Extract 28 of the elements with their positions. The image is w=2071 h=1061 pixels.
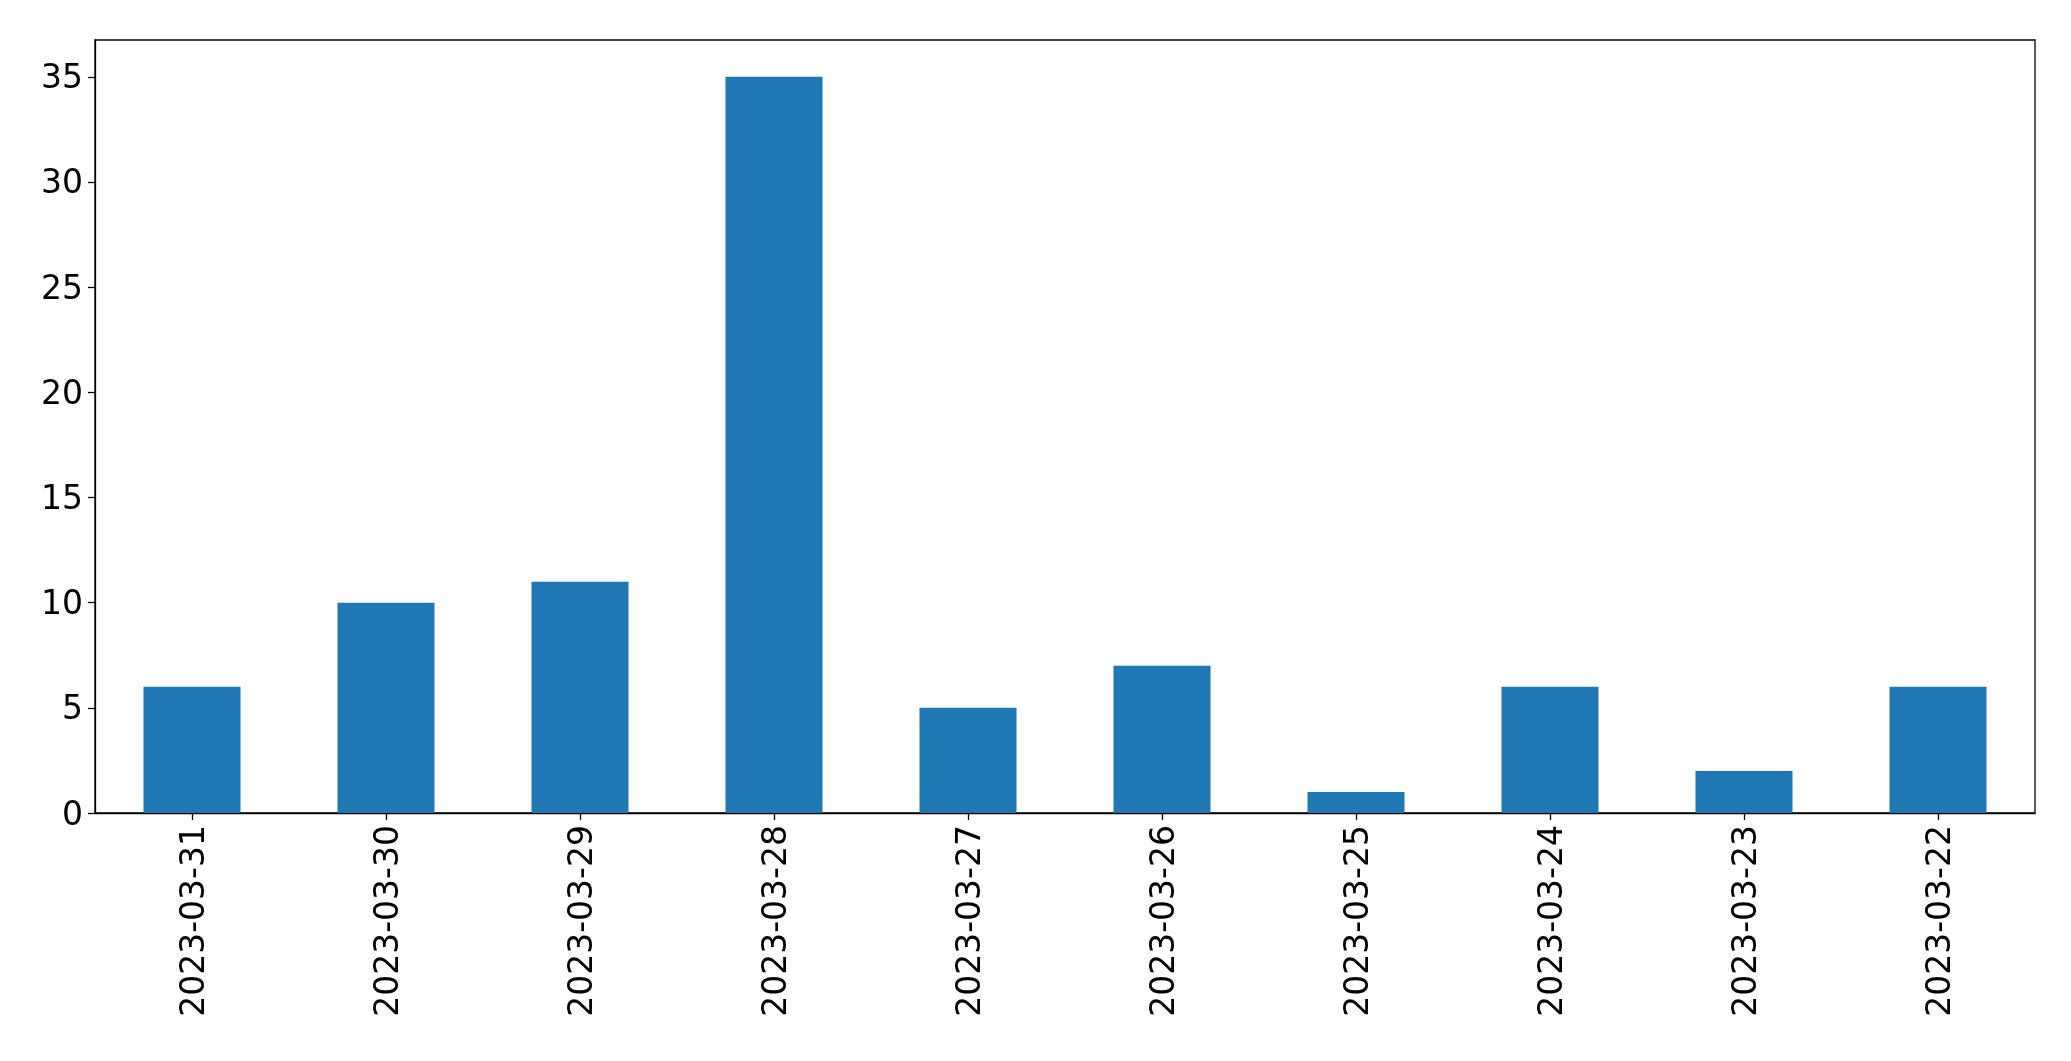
y-tick-label: 20 (41, 372, 83, 412)
x-tick-label: 2023-03-28 (754, 825, 794, 1017)
x-tick-label: 2023-03-31 (172, 825, 212, 1017)
bar (919, 707, 1017, 813)
x-tick-label: 2023-03-27 (948, 825, 988, 1017)
bar (1501, 686, 1599, 813)
x-tick-label: 2023-03-30 (366, 825, 406, 1017)
bar (1307, 791, 1405, 813)
y-tick-label: 5 (62, 688, 83, 728)
x-tick-label: 2023-03-29 (560, 825, 600, 1017)
y-tick-label: 15 (41, 477, 83, 517)
y-tick-label: 30 (41, 162, 83, 202)
x-tick-label: 2023-03-24 (1530, 825, 1570, 1017)
bar (143, 686, 241, 813)
x-tick-label: 2023-03-23 (1724, 825, 1764, 1017)
x-tick-label: 2023-03-22 (1918, 825, 1958, 1017)
bar (1889, 686, 1987, 813)
bar (337, 602, 435, 813)
x-tick-label: 2023-03-25 (1336, 825, 1376, 1017)
bar (1113, 665, 1211, 813)
x-tick-label: 2023-03-26 (1142, 825, 1182, 1017)
bar (1695, 770, 1793, 813)
y-tick-label: 0 (62, 793, 83, 833)
y-tick-label: 10 (41, 583, 83, 623)
bar (531, 581, 629, 813)
y-tick-label: 35 (41, 57, 83, 97)
bar (725, 76, 823, 813)
y-tick-label: 25 (41, 267, 83, 307)
